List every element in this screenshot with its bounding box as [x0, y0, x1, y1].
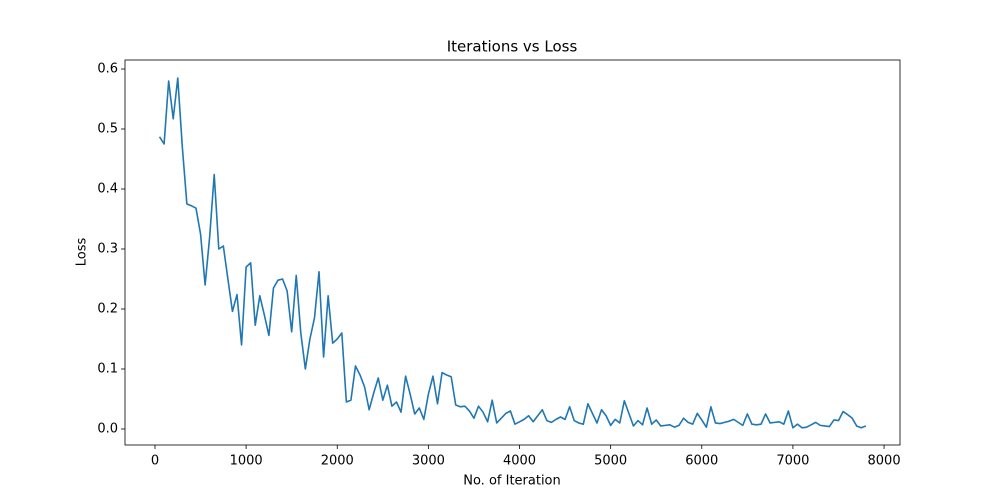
loss-line — [158, 77, 867, 429]
x-tick-label: 0 — [151, 454, 159, 469]
y-tick-label: 0.0 — [97, 421, 118, 436]
y-tick-label: 0.1 — [97, 361, 118, 376]
y-tick-label: 0.5 — [97, 121, 118, 136]
x-tick-label: 1000 — [230, 454, 263, 469]
y-tick-label: 0.3 — [97, 241, 118, 256]
y-tick-label: 0.4 — [97, 181, 118, 196]
y-tick-label: 0.2 — [97, 301, 118, 316]
x-tick-label: 6000 — [685, 454, 718, 469]
plot-frame — [124, 59, 901, 446]
x-tick-label: 3000 — [412, 454, 445, 469]
y-tick-label: 0.6 — [97, 61, 118, 76]
chart-title: Iterations vs Loss — [447, 38, 578, 56]
x-tick-label: 4000 — [503, 454, 536, 469]
x-tick-label: 2000 — [321, 454, 354, 469]
x-tick-label: 5000 — [594, 454, 627, 469]
x-tick-label: 8000 — [868, 454, 901, 469]
x-axis-label: No. of Iteration — [463, 474, 561, 489]
y-axis-label: Loss — [75, 238, 90, 267]
x-tick-label: 7000 — [776, 454, 809, 469]
